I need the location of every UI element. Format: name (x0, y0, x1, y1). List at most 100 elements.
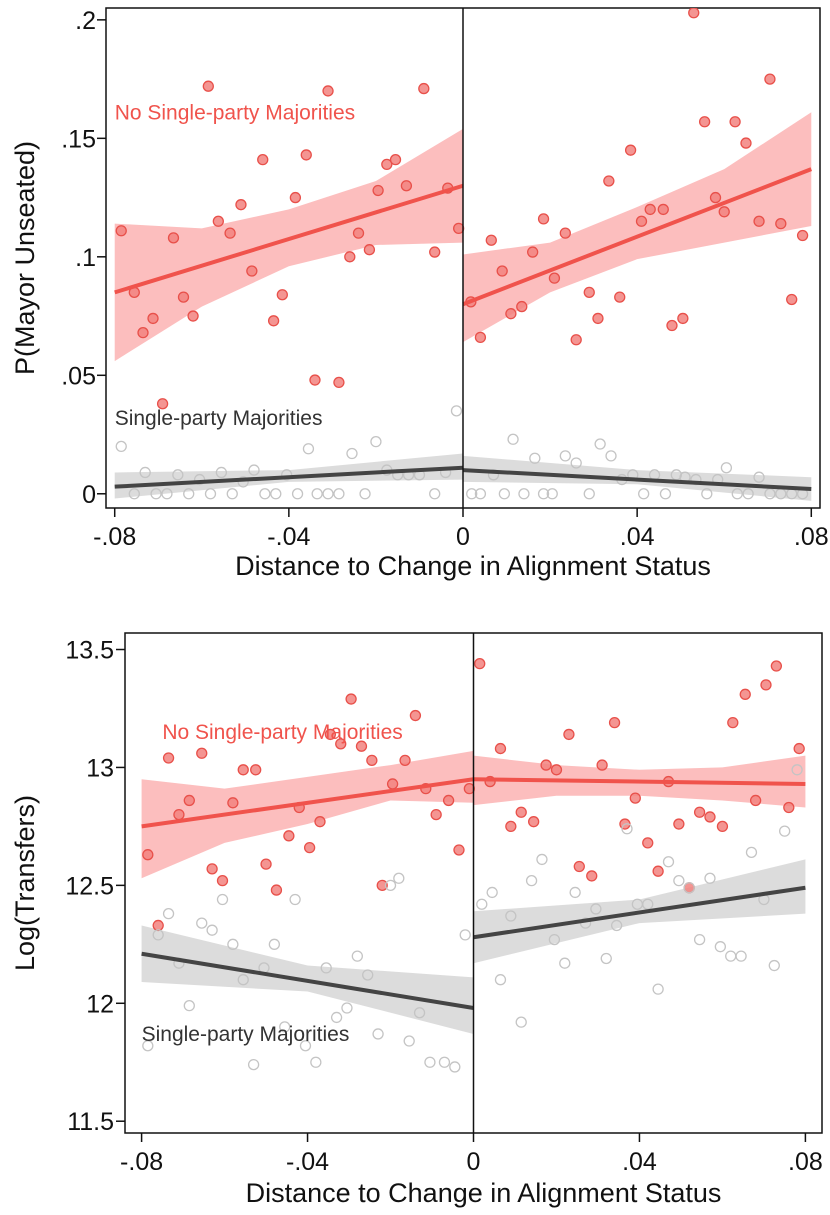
data-point-red (196, 747, 208, 759)
data-point-gray (570, 457, 582, 469)
data-point-gray (583, 488, 595, 500)
data-point-red (603, 175, 615, 187)
data-point-gray (215, 466, 228, 479)
data-point-gray (600, 952, 612, 965)
data-point-red (709, 191, 722, 204)
data-point-gray (281, 469, 293, 481)
x-tick-label: 0 (456, 523, 470, 551)
data-point-red (206, 863, 218, 875)
data-point-red (515, 806, 527, 818)
data-point-gray (507, 433, 519, 445)
data-point-gray (346, 447, 358, 460)
data-point-red (389, 154, 402, 166)
data-point-red (177, 291, 190, 303)
y-axis-title: Log(Transfers) (10, 795, 40, 971)
data-point-gray (659, 488, 672, 500)
data-point-red (586, 870, 598, 882)
data-point-red (137, 326, 149, 339)
data-point-red (644, 203, 656, 216)
data-point-red (429, 246, 441, 258)
y-tick-label: .1 (75, 244, 96, 272)
data-point-red (409, 709, 422, 722)
data-point-gray (594, 438, 606, 450)
data-point-red (775, 217, 787, 230)
x-tick-label: -.08 (93, 523, 136, 551)
data-point-red (224, 227, 236, 239)
data-point-red (289, 191, 302, 204)
data-point-gray (341, 1002, 353, 1014)
data-point-red (596, 759, 608, 771)
data-point-gray (621, 823, 633, 835)
data-point-red (537, 213, 550, 225)
data-point-red (583, 286, 595, 299)
fit-line-red-right (473, 777, 806, 786)
data-point-red (314, 816, 326, 828)
data-point-red (183, 794, 195, 807)
fit-line-red-left (114, 183, 464, 295)
fit-line-gray-left (114, 465, 464, 489)
fit-line-gray-right (473, 885, 806, 940)
data-point-gray (745, 846, 758, 858)
data-point-red (673, 818, 685, 830)
x-tick-label: .08 (788, 1148, 823, 1176)
data-point-gray (216, 893, 229, 906)
y-tick-label: 12 (86, 990, 114, 1018)
data-point-red (474, 331, 487, 344)
data-point-gray (701, 488, 713, 500)
data-point-red (212, 215, 224, 227)
data-point-gray (704, 872, 716, 884)
data-point-red (270, 884, 283, 896)
data-point-red (570, 334, 582, 346)
data-point-gray (322, 488, 334, 500)
data-point-gray (450, 405, 463, 417)
data-point-red (257, 154, 269, 166)
data-point-gray (384, 879, 397, 892)
data-point-red (693, 806, 706, 818)
data-point-red (753, 215, 765, 227)
x-tick-label: -.04 (286, 1148, 329, 1176)
data-point-red (173, 808, 185, 821)
data-point-gray (248, 464, 260, 476)
x-axis-title: Distance to Change in Alignment Status (246, 1178, 722, 1208)
data-point-red (363, 244, 376, 256)
data-point-gray (268, 938, 281, 950)
panel-bottom: No Single-party Majorities Single-party M… (10, 632, 823, 1208)
y-tick-label: .2 (75, 7, 96, 35)
data-point-red (260, 858, 272, 870)
data-point-gray (673, 874, 685, 887)
data-point-gray (193, 473, 206, 486)
data-point-gray (438, 1056, 451, 1068)
ci-band-red-right (463, 112, 812, 343)
data-point-red (142, 849, 154, 861)
data-point-red (496, 265, 508, 277)
x-tick-label: .04 (620, 523, 655, 551)
data-point-gray (196, 917, 208, 929)
data-point-gray (529, 452, 541, 464)
data-point-red (452, 222, 465, 235)
data-point-red (624, 144, 637, 156)
data-point-gray (351, 950, 363, 962)
data-point-gray (413, 1007, 426, 1019)
data-point-gray (302, 443, 315, 455)
fit-line-red-right (462, 167, 813, 307)
data-point-gray (370, 435, 382, 448)
data-point-gray (590, 903, 602, 915)
panel-top: No Single-party Majorities Single-party M… (10, 7, 829, 581)
data-point-gray (662, 856, 675, 868)
data-point-red (352, 227, 365, 239)
data-point-gray (128, 488, 140, 500)
data-point-red (516, 300, 528, 313)
data-point-gray (403, 1035, 415, 1047)
data-point-gray (310, 1056, 322, 1068)
data-point-red (187, 310, 199, 322)
data-point-gray (559, 450, 571, 462)
data-point-red (430, 808, 442, 821)
data-point-gray (393, 872, 405, 884)
data-point-gray (204, 488, 217, 500)
data-point-gray (152, 929, 164, 941)
y-tick-label: .05 (61, 362, 96, 390)
data-point-gray (162, 908, 175, 920)
data-point-gray (548, 933, 561, 946)
data-point-gray (537, 488, 550, 500)
